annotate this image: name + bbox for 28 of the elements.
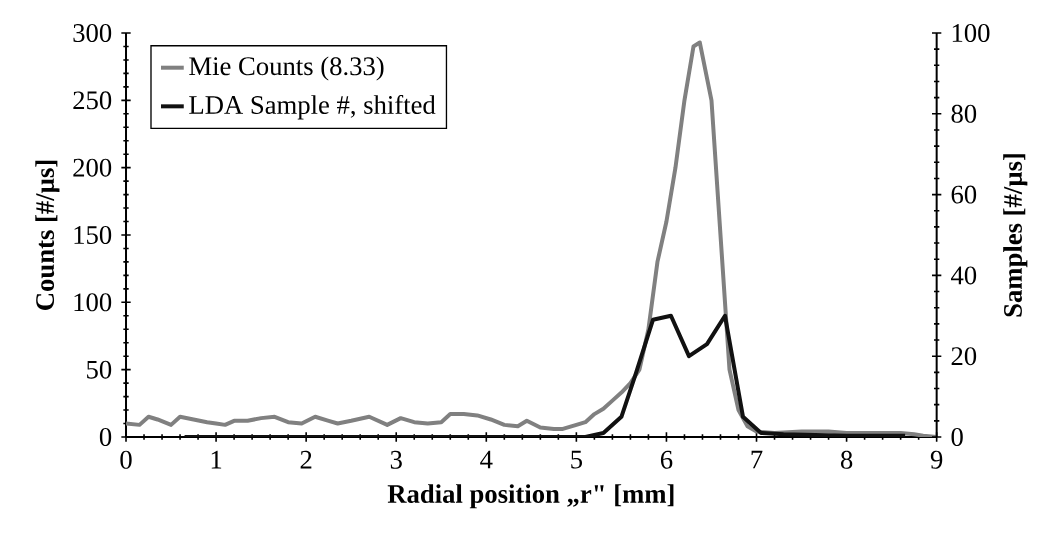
y2-tick-label: 100	[952, 24, 990, 42]
y2-axis-title: Samples [#/µs]	[1003, 154, 1028, 317]
y-tick-label: 200	[73, 158, 112, 177]
x-tick-label: 0	[120, 450, 132, 469]
y-tick-label: 0	[99, 427, 112, 446]
x-tick-label: 5	[571, 450, 582, 469]
y-tick-label: 150	[74, 226, 112, 244]
y2-tick-label: 0	[951, 427, 963, 446]
y-tick-label: 100	[74, 293, 112, 312]
x-tick-label: 7	[751, 450, 763, 469]
x-tick-label: 9	[930, 450, 943, 469]
x-tick-label: 6	[660, 450, 673, 469]
x-axis-title: Radial position „r" [mm]	[387, 484, 674, 509]
y-tick-label: 300	[73, 24, 112, 42]
y2-tick-label: 20	[951, 347, 977, 366]
y2-tick-label: 60	[951, 185, 977, 204]
x-tick-label: 3	[390, 450, 402, 469]
x-tick-label: 1	[211, 450, 222, 469]
y2-tick-label: 80	[951, 104, 977, 123]
x-tick-label: 2	[300, 450, 312, 469]
y-axis-title: Counts [#/µs]	[35, 160, 60, 310]
legend-label: LDA Sample #, shifted	[189, 94, 436, 120]
legend-label: Mie Counts (8.33)	[189, 56, 384, 81]
x-tick-label: 4	[480, 450, 493, 469]
y-tick-label: 50	[87, 360, 112, 379]
y-tick-label: 250	[73, 91, 112, 110]
x-tick-label: 8	[840, 450, 853, 469]
y2-tick-label: 40	[951, 266, 977, 285]
